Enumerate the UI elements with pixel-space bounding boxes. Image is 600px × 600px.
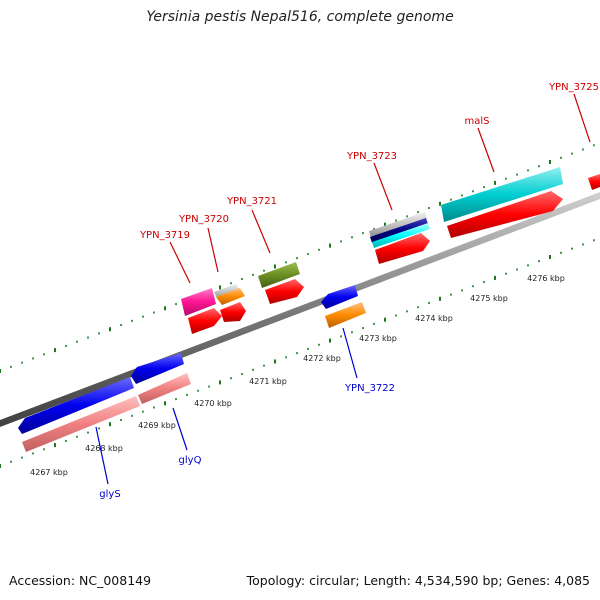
scale-label-4272: 4272 kbp <box>303 354 341 363</box>
gene-glyq[interactable] <box>131 353 184 384</box>
reverse-strand-features <box>18 285 366 452</box>
forward-strand-features <box>181 167 600 334</box>
gene-ypn3725[interactable] <box>588 174 600 190</box>
scale-label-4269: 4269 kbp <box>138 421 176 430</box>
gene-glys[interactable] <box>18 377 134 434</box>
gene-label-ypn3721[interactable]: YPN_3721 <box>226 196 277 207</box>
gene-ypn3721[interactable] <box>265 279 304 304</box>
scale-label-4268: 4268 kbp <box>85 444 123 453</box>
gene-mals-teal[interactable] <box>441 167 563 222</box>
gene-ypn3722-orange[interactable] <box>325 302 366 328</box>
gene-glyq-pink[interactable] <box>138 373 191 404</box>
gene-ypn3723[interactable] <box>375 233 430 264</box>
leader-line-ypn3719 <box>169 241 191 284</box>
leader-line-ypn3721 <box>251 209 271 254</box>
gene-ypn3723-cyan[interactable] <box>372 223 430 248</box>
scale-label-4275: 4275 kbp <box>470 294 508 303</box>
forward-gene-labels: YPN_3719 YPN_3720 YPN_3721 YPN_3723 malS… <box>139 82 599 241</box>
scale-label-4270: 4270 kbp <box>194 399 232 408</box>
leader-line-ypn3725 <box>573 93 591 143</box>
genome-backbone <box>0 192 600 427</box>
accession-text: Accession: NC_008149 <box>9 573 152 588</box>
leader-line-mals <box>477 127 495 173</box>
map-title: Yersinia pestis Nepal516, complete genom… <box>146 9 454 25</box>
gene-ypn3723-navy[interactable] <box>370 218 428 243</box>
gene-label-glyq[interactable]: glyQ <box>179 455 202 466</box>
gene-mals[interactable] <box>447 191 563 238</box>
leader-line-ypn3720 <box>207 227 219 273</box>
gene-glys-pink[interactable] <box>22 396 140 452</box>
gene-label-ypn3722[interactable]: YPN_3722 <box>344 383 395 394</box>
gene-label-ypn3723[interactable]: YPN_3723 <box>346 151 397 162</box>
leader-line-ypn3722 <box>342 327 358 379</box>
forward-strand-ticks <box>0 144 595 373</box>
scale-label-4273: 4273 kbp <box>359 334 397 343</box>
reverse-gene-labels: glyS glyQ YPN_3722 <box>99 383 395 500</box>
gene-label-mals[interactable]: malS <box>465 116 490 127</box>
gene-feature-magenta[interactable] <box>181 288 216 316</box>
scale-label-4267: 4267 kbp <box>30 468 68 477</box>
gene-label-glys[interactable]: glyS <box>99 489 120 500</box>
gene-ypn3721-olive[interactable] <box>258 262 300 288</box>
gene-feature-orange[interactable] <box>216 288 245 305</box>
gene-ypn3719[interactable] <box>188 308 222 334</box>
leader-line-ypn3723 <box>373 162 393 211</box>
gene-label-ypn3719[interactable]: YPN_3719 <box>139 230 190 241</box>
scale-label-4271: 4271 kbp <box>249 377 287 386</box>
scale-labels: 4267 kbp 4268 kbp 4269 kbp 4270 kbp 4271… <box>30 274 565 477</box>
leader-line-glyq <box>172 407 188 451</box>
genome-stats-text: Topology: circular; Length: 4,534,590 bp… <box>246 573 590 588</box>
scale-label-4276: 4276 kbp <box>527 274 565 283</box>
gene-ypn3723-silver[interactable] <box>369 212 427 238</box>
label-leader-lines <box>95 93 591 485</box>
gene-ypn3720[interactable] <box>220 302 246 322</box>
gene-label-ypn3720[interactable]: YPN_3720 <box>178 214 229 225</box>
gene-ypn3722[interactable] <box>321 285 358 309</box>
leader-line-glys <box>95 426 109 485</box>
scale-label-4274: 4274 kbp <box>415 314 453 323</box>
reverse-strand-ticks <box>0 239 595 468</box>
gene-label-ypn3725[interactable]: YPN_3725 <box>548 82 599 93</box>
